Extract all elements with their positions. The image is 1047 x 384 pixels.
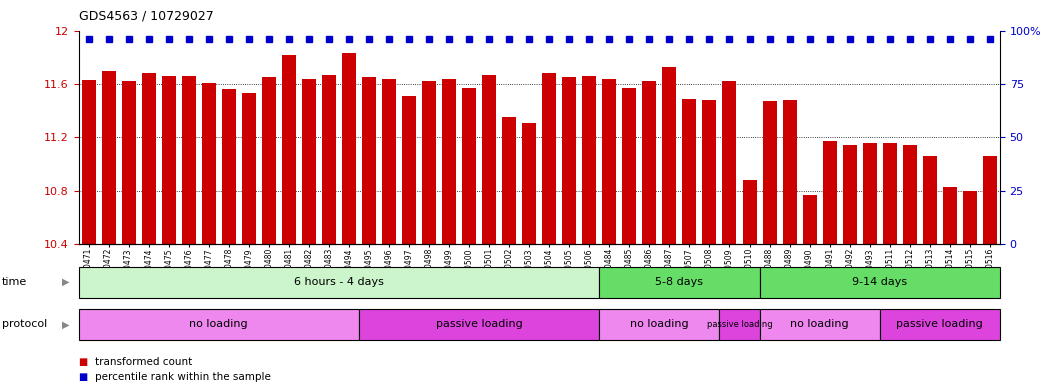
Bar [282, 55, 296, 244]
Bar [759, 267, 1000, 298]
Text: ■: ■ [79, 357, 88, 367]
Text: GDS4563 / 10729027: GDS4563 / 10729027 [79, 10, 214, 23]
Bar [121, 81, 136, 244]
Bar [722, 81, 736, 244]
Bar [719, 309, 759, 340]
Bar [182, 76, 196, 244]
Bar [762, 101, 777, 244]
Bar [942, 187, 957, 244]
Bar [782, 100, 797, 244]
Bar [342, 53, 356, 244]
Bar [202, 83, 216, 244]
Text: transformed count: transformed count [95, 357, 193, 367]
Bar [422, 81, 436, 244]
Bar [222, 89, 236, 244]
Bar [683, 99, 696, 244]
Text: passive loading: passive loading [896, 319, 983, 329]
Bar [803, 195, 817, 244]
Text: passive loading: passive loading [436, 319, 522, 329]
Text: no loading: no loading [630, 319, 689, 329]
Bar [79, 309, 359, 340]
Bar [262, 77, 275, 244]
Text: no loading: no loading [790, 319, 849, 329]
Text: percentile rank within the sample: percentile rank within the sample [95, 372, 271, 382]
Bar [643, 81, 656, 244]
Bar [542, 73, 556, 244]
Bar [382, 79, 396, 244]
Bar [482, 74, 496, 244]
Bar [759, 309, 879, 340]
Text: 9-14 days: 9-14 days [852, 277, 908, 287]
Bar [823, 141, 837, 244]
Bar [922, 156, 937, 244]
Bar [879, 309, 1000, 340]
Bar [522, 122, 536, 244]
Text: no loading: no loading [190, 319, 248, 329]
Bar [442, 79, 456, 244]
Bar [79, 267, 599, 298]
Bar [863, 142, 876, 244]
Text: protocol: protocol [2, 319, 47, 329]
Text: time: time [2, 277, 27, 287]
Bar [903, 145, 917, 244]
Bar [663, 67, 676, 244]
Bar [82, 80, 95, 244]
Bar [883, 142, 896, 244]
Text: ■: ■ [79, 372, 88, 382]
Text: ▶: ▶ [62, 277, 70, 287]
Bar [321, 74, 336, 244]
Text: ▶: ▶ [62, 319, 70, 329]
Bar [141, 73, 156, 244]
Bar [161, 76, 176, 244]
Bar [242, 93, 255, 244]
Bar [302, 79, 316, 244]
Bar [983, 156, 997, 244]
Bar [462, 88, 476, 244]
Bar [963, 190, 977, 244]
Bar [599, 309, 719, 340]
Bar [503, 117, 516, 244]
Bar [602, 79, 617, 244]
Text: 5-8 days: 5-8 days [655, 277, 704, 287]
Bar [359, 309, 599, 340]
Bar [843, 145, 856, 244]
Bar [102, 71, 115, 244]
Bar [402, 96, 416, 244]
Bar [582, 76, 597, 244]
Bar [703, 100, 716, 244]
Bar [622, 88, 637, 244]
Text: 6 hours - 4 days: 6 hours - 4 days [294, 277, 384, 287]
Bar [362, 77, 376, 244]
Text: passive loading: passive loading [707, 320, 773, 329]
Bar [562, 77, 576, 244]
Bar [742, 180, 757, 244]
Bar [599, 267, 759, 298]
